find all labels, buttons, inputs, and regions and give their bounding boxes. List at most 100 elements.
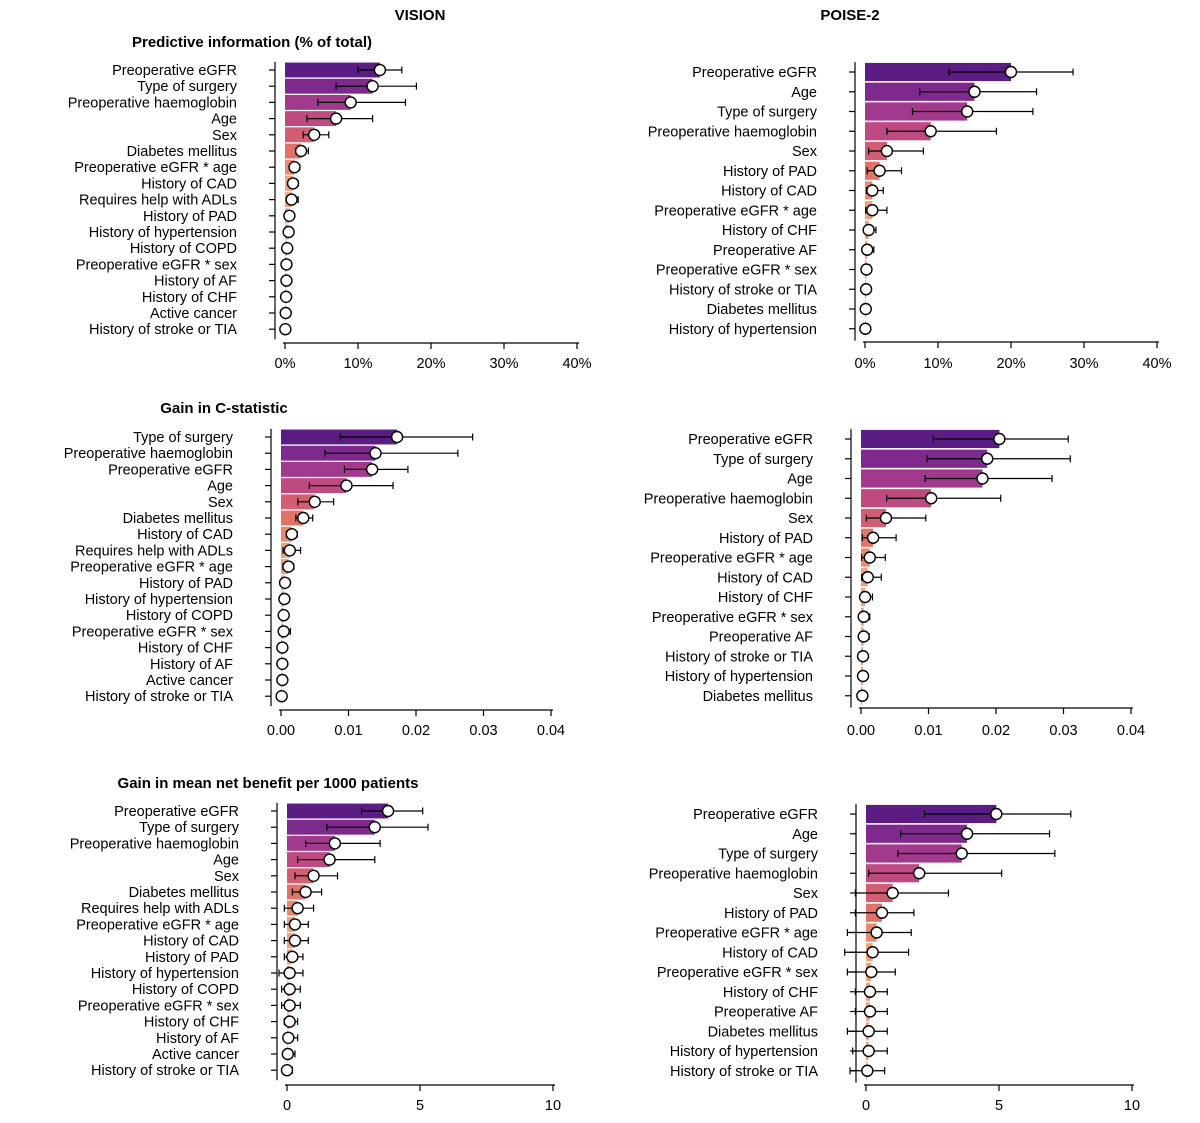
point-estimate xyxy=(859,302,872,316)
column-title-poise2: POISE-2 xyxy=(820,7,879,24)
category-label: Preoperative AF xyxy=(709,630,813,646)
point-estimate xyxy=(308,495,321,508)
point-estimate xyxy=(276,657,289,670)
point-estimate xyxy=(373,63,387,77)
point-estimate xyxy=(291,902,304,915)
category-label: Preoperative eGFR * age xyxy=(76,917,239,933)
x-tick-label: 5 xyxy=(995,1098,1003,1114)
chart-panel-2: 0% 10% 20% 30% 40% Preoperative eGFR Age Type o… xyxy=(648,62,1172,372)
point-estimate xyxy=(280,258,293,271)
point-estimate xyxy=(879,511,893,525)
category-label: Preoperative eGFR * sex xyxy=(78,998,240,1014)
point-estimate xyxy=(976,472,989,485)
point-estimate xyxy=(297,511,310,525)
bar xyxy=(861,469,983,488)
category-label: Type of surgery xyxy=(137,79,238,95)
category-label: Type of surgery xyxy=(133,430,234,446)
point-estimate xyxy=(288,918,302,931)
category-label: History of CAD xyxy=(722,945,818,961)
point-estimate xyxy=(279,323,292,336)
x-tick-label: 30% xyxy=(1069,356,1098,372)
row-title-predictive-information: Predictive information (% of total) xyxy=(132,34,372,51)
point-estimate xyxy=(861,571,874,584)
point-estimate xyxy=(863,1005,877,1018)
category-label: Age xyxy=(792,827,818,843)
point-estimate xyxy=(323,853,336,866)
bar xyxy=(865,62,1011,82)
x-tick-label: 0.00 xyxy=(267,723,295,739)
bar xyxy=(861,429,1000,449)
point-estimate xyxy=(308,128,321,142)
x-tick-label: 20% xyxy=(996,356,1025,372)
category-label: Requires help with ADLs xyxy=(75,543,233,559)
category-label: History of COPD xyxy=(132,982,239,998)
row-title-c-statistic: Gain in C-statistic xyxy=(160,400,288,417)
category-label: History of stroke or TIA xyxy=(669,282,817,298)
point-estimate xyxy=(366,79,379,93)
point-estimate xyxy=(856,669,870,683)
x-tick-label: 10 xyxy=(545,1098,561,1114)
point-estimate xyxy=(863,985,877,998)
x-tick-label: 0.01 xyxy=(334,723,362,739)
category-label: Preoperative eGFR * age xyxy=(654,203,817,219)
category-label: Type of surgery xyxy=(718,847,819,863)
x-tick-label: 0.04 xyxy=(1117,723,1145,739)
x-tick-label: 30% xyxy=(489,356,518,372)
point-estimate xyxy=(286,177,300,190)
point-estimate xyxy=(875,906,889,919)
category-label: Preoperative eGFR * age xyxy=(74,160,237,176)
x-tick-label: 0.02 xyxy=(982,723,1010,739)
category-label: History of hypertension xyxy=(89,225,237,241)
category-label: Preoperative haemoglobin xyxy=(68,95,237,111)
point-estimate xyxy=(859,322,872,335)
category-label: History of hypertension xyxy=(91,966,239,982)
bar xyxy=(285,127,315,143)
point-estimate xyxy=(282,1031,295,1045)
point-estimate xyxy=(299,885,312,899)
category-label: Preoperative AF xyxy=(714,1005,818,1021)
category-label: History of AF xyxy=(156,1031,239,1047)
point-estimate xyxy=(279,306,292,320)
point-estimate xyxy=(280,274,293,287)
bar xyxy=(287,803,389,819)
point-estimate xyxy=(866,531,880,544)
category-label: History of CHF xyxy=(144,1015,239,1031)
category-label: History of PAD xyxy=(145,950,239,966)
category-label: Preoperative haemoglobin xyxy=(648,124,817,140)
point-estimate xyxy=(886,886,899,900)
point-estimate xyxy=(328,837,342,850)
category-label: History of CAD xyxy=(137,527,233,543)
chart-panel-6: 0 5 10 Preoperative eGFR Age Type of surgery P… xyxy=(649,804,1140,1114)
point-estimate xyxy=(857,630,870,643)
point-estimate xyxy=(282,560,295,573)
point-estimate xyxy=(307,869,320,882)
category-label: Preoperative eGFR * sex xyxy=(652,610,814,626)
category-label: History of stroke or TIA xyxy=(665,649,813,665)
point-estimate xyxy=(282,225,295,239)
point-estimate xyxy=(329,112,343,125)
row-title-net-benefit: Gain in mean net benefit per 1000 patien… xyxy=(118,775,419,792)
category-label: History of CAD xyxy=(717,570,813,586)
category-label: History of CHF xyxy=(138,641,233,657)
category-label: Preoperative haemoglobin xyxy=(70,836,239,852)
category-label: Preoperative eGFR * age xyxy=(655,926,818,942)
point-estimate xyxy=(857,610,870,623)
category-label: Age xyxy=(787,472,813,488)
category-label: Type of surgery xyxy=(139,820,240,836)
category-label: History of PAD xyxy=(719,531,813,547)
category-label: History of stroke or TIA xyxy=(85,689,233,705)
x-tick-label: 0.01 xyxy=(914,723,942,739)
point-estimate xyxy=(278,576,292,589)
point-estimate xyxy=(278,592,291,606)
category-label: Sex xyxy=(214,869,240,885)
category-label: History of AF xyxy=(150,657,233,673)
point-estimate xyxy=(870,926,883,939)
category-label: Preoperative eGFR * sex xyxy=(657,965,819,981)
category-label: Age xyxy=(211,112,237,128)
point-estimate xyxy=(288,160,301,174)
x-tick-label: 0% xyxy=(275,356,296,372)
x-tick-label: 10% xyxy=(343,356,372,372)
point-estimate xyxy=(1004,65,1018,79)
